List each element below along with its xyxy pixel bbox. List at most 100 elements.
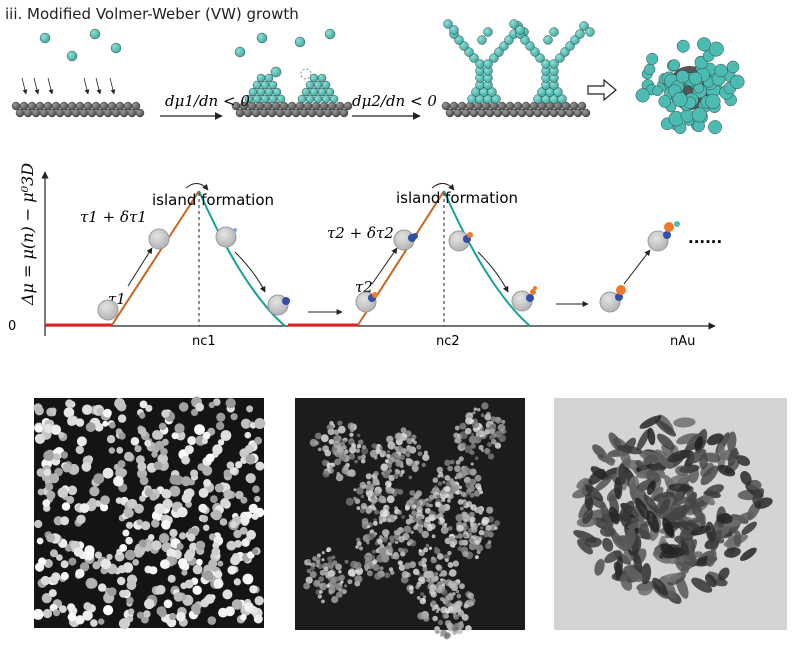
haadf-branch — [356, 541, 362, 547]
stage-3-dendrites — [441, 19, 595, 118]
sem-particle — [151, 540, 162, 551]
haadf-branch — [361, 447, 369, 455]
haadf-branch — [386, 453, 391, 458]
haadf-branch — [354, 459, 358, 464]
substrate-atom — [55, 108, 65, 118]
growth-tip — [467, 232, 473, 238]
haadf-branch — [373, 521, 378, 526]
substrate-atom — [43, 101, 53, 111]
sem-particle — [75, 445, 85, 455]
tem-rod — [577, 539, 593, 555]
haadf-branch — [435, 609, 439, 614]
substrate-atom — [311, 101, 321, 111]
sem-particle — [192, 585, 202, 595]
sem-particle — [201, 438, 208, 445]
tick-nc1: nc1 — [192, 334, 216, 349]
sem-particle — [106, 435, 116, 444]
sem-particle — [148, 534, 155, 541]
haadf-branch — [458, 539, 465, 546]
haadf-branch — [440, 606, 448, 614]
tem-rod — [666, 474, 690, 486]
sem-particle — [157, 453, 168, 465]
substrate-atom — [299, 108, 309, 118]
tem-rod — [735, 511, 754, 524]
micrograph-tem — [554, 398, 787, 630]
haadf-branch — [485, 524, 492, 531]
tem-rod — [633, 551, 643, 574]
sem-particle — [219, 518, 228, 526]
sem-particle — [181, 455, 191, 465]
sem-particle — [139, 412, 146, 419]
haadf-branch — [343, 464, 349, 471]
sem-particle — [37, 488, 45, 496]
haadf-branch — [462, 522, 467, 527]
seed-particles — [97, 221, 680, 321]
substrate-atom — [497, 101, 507, 111]
island-atom — [272, 87, 282, 97]
island-atom — [268, 80, 278, 90]
substrate-atom — [517, 108, 527, 118]
island-atom — [252, 94, 262, 104]
sem-particle — [50, 407, 57, 414]
tem-rod — [717, 443, 726, 470]
sem-particle — [60, 572, 69, 581]
sem-particle — [195, 558, 203, 566]
haadf-branch — [474, 555, 479, 560]
sem-particle — [126, 580, 137, 591]
haadf-branch — [431, 607, 436, 611]
dendrite-atom — [515, 25, 525, 35]
haadf-branch — [348, 568, 356, 577]
flower-atom — [708, 41, 724, 57]
sem-particle — [119, 544, 128, 552]
dendrite-atom — [449, 25, 459, 35]
haadf-branch — [472, 411, 476, 415]
tem-rod — [600, 467, 621, 481]
substrate-atom — [331, 108, 341, 118]
tem-rod — [680, 540, 689, 556]
stage-4-nanoflower — [635, 37, 745, 135]
haadf-branch — [379, 566, 384, 571]
haadf-branch — [345, 497, 354, 506]
island-atom — [305, 94, 315, 104]
sem-particle — [144, 598, 155, 610]
substrate-atom — [493, 108, 503, 118]
substrate-atom — [485, 108, 495, 118]
substrate-atom — [477, 108, 487, 118]
haadf-branch — [451, 484, 459, 492]
haadf-branch — [314, 432, 322, 440]
substrate-atom — [15, 108, 25, 118]
tem-rod — [691, 577, 713, 593]
tem-rod — [724, 547, 741, 558]
haadf-branch — [310, 566, 315, 571]
tem-rod — [667, 449, 691, 463]
island-atom — [321, 80, 331, 90]
sem-particle — [36, 537, 44, 545]
sem-particle — [161, 488, 171, 499]
haadf-branch — [354, 498, 361, 505]
haadf-branch — [356, 433, 361, 438]
haadf-branch — [344, 584, 348, 588]
haadf-branch — [323, 566, 329, 572]
haadf-branch — [455, 589, 460, 594]
haadf-branch — [475, 544, 484, 552]
sem-particle — [143, 610, 151, 618]
orange-rise-1 — [111, 190, 200, 326]
haadf-branch — [400, 469, 405, 474]
substrate-atom — [441, 101, 451, 111]
haadf-branch — [349, 432, 354, 437]
sem-particle — [53, 609, 60, 617]
tem-rod — [718, 567, 730, 581]
haadf-branch — [460, 620, 464, 625]
haadf-branch — [477, 408, 481, 412]
haadf-branch — [440, 518, 446, 524]
haadf-branch — [343, 439, 347, 443]
sem-particle — [43, 468, 52, 477]
haadf-branch — [465, 625, 472, 632]
haadf-branch — [326, 584, 330, 588]
sem-particle — [140, 429, 147, 437]
haadf-branch — [494, 417, 502, 424]
haadf-branch — [396, 455, 401, 461]
sem-particle — [137, 468, 148, 479]
sem-particle — [227, 565, 237, 575]
sem-particle — [123, 589, 130, 596]
